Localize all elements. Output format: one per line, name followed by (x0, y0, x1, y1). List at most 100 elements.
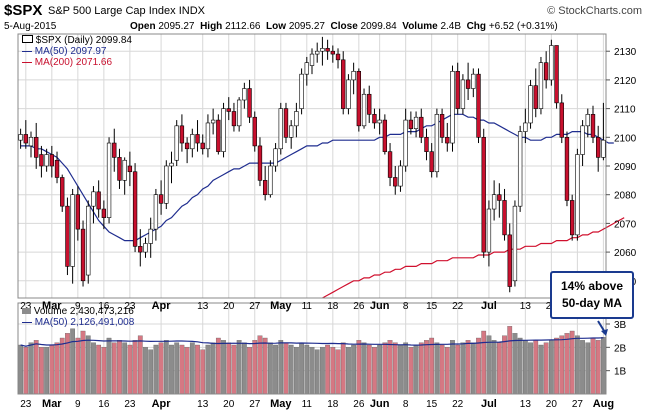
candle (101, 200, 107, 230)
candle (315, 42, 320, 63)
volume-bar (309, 347, 315, 395)
volume-bar (590, 337, 596, 395)
candle-body (585, 114, 590, 127)
candle (278, 102, 283, 155)
volume-bar (330, 347, 336, 395)
volume-bar (304, 344, 310, 395)
candle (54, 151, 60, 184)
volume-bar (273, 344, 278, 395)
volume-bar (184, 347, 190, 395)
candle (471, 68, 476, 98)
legend-price: $SPX (Daily) 2099.84 (22, 35, 132, 46)
annotation-arrow-head (601, 329, 608, 336)
candle (143, 237, 148, 258)
volume-bar (460, 342, 466, 395)
volume-bar (54, 342, 60, 395)
candle (158, 180, 164, 215)
candle (330, 45, 335, 63)
candle (138, 229, 143, 267)
volume-panel-frame (17, 302, 607, 395)
candle (351, 62, 356, 95)
candle-body (455, 71, 460, 109)
candle-body (278, 108, 283, 150)
volume-bar (476, 337, 481, 395)
volume-bar (39, 347, 44, 395)
candle-body (434, 114, 440, 173)
volume-bar (512, 333, 518, 395)
candle (65, 197, 70, 276)
volume-bar (294, 347, 299, 395)
candle (304, 56, 309, 86)
candle-body (18, 134, 23, 141)
candle-body (543, 62, 549, 81)
candle (247, 79, 252, 123)
low-label: Low (266, 21, 287, 32)
candle-body (247, 88, 252, 118)
candle-body (132, 171, 138, 247)
volume-bar (226, 342, 232, 395)
candle-body (554, 45, 559, 104)
ma50-line (20, 113, 614, 242)
candle-body (377, 119, 382, 124)
candle (236, 97, 242, 132)
x-tick-label: 20 (223, 301, 235, 312)
volume-bar (455, 344, 461, 395)
volume-bar (33, 340, 39, 395)
candle (564, 131, 570, 207)
candle-body (590, 114, 596, 138)
candle-body (413, 116, 419, 129)
candle-body (372, 114, 377, 124)
candle (528, 79, 533, 129)
candle (132, 163, 138, 253)
x-tick-label: May (270, 300, 292, 312)
candle-body (289, 125, 294, 138)
candle (356, 68, 362, 132)
candle (216, 114, 221, 155)
volume-bar (502, 335, 507, 395)
volume-bar (111, 342, 117, 395)
volume-bar (122, 342, 128, 395)
candle (455, 62, 460, 115)
volume-bar (200, 349, 206, 395)
volume-bar (351, 344, 356, 395)
candle (346, 74, 351, 115)
volume-bar (507, 326, 513, 395)
volume-bar (481, 330, 487, 395)
volume-bar (231, 344, 237, 395)
candle (86, 200, 91, 284)
candle-body (65, 205, 70, 267)
high-value: 2112.66 (225, 21, 261, 32)
candle (242, 82, 247, 109)
candle-body (112, 142, 117, 158)
candle (39, 145, 44, 178)
index-name: S&P 500 Large Cap Index (48, 5, 176, 17)
candle-body (96, 191, 101, 210)
candle-body (174, 125, 179, 161)
volume-bar (169, 344, 174, 395)
volume-bar (163, 340, 169, 395)
x-tick-label: 13 (520, 301, 532, 312)
price-y-tick-label: 2100 (614, 133, 637, 144)
candle (398, 160, 403, 192)
candle (460, 74, 466, 115)
candle (601, 102, 606, 161)
close-label: Close (330, 21, 358, 32)
candle-body (190, 134, 195, 150)
candle (533, 68, 538, 118)
x-tick-label: 22 (452, 301, 464, 312)
candle-body (315, 50, 320, 55)
candle-body (424, 137, 429, 152)
candle (580, 120, 585, 166)
volume-y-tick-label: 3B (614, 320, 627, 331)
candle-body (491, 194, 497, 210)
volume-bar (491, 340, 497, 395)
candle-body (429, 151, 434, 173)
price-y-tick-label: 2080 (614, 191, 637, 202)
candle (18, 128, 23, 149)
candle (153, 188, 159, 241)
volume-bar (424, 340, 429, 395)
legend-price-text: $SPX (Daily) 2099.84 (35, 35, 132, 46)
candle-body (486, 208, 492, 253)
x-tick-label: 16 (98, 301, 110, 312)
